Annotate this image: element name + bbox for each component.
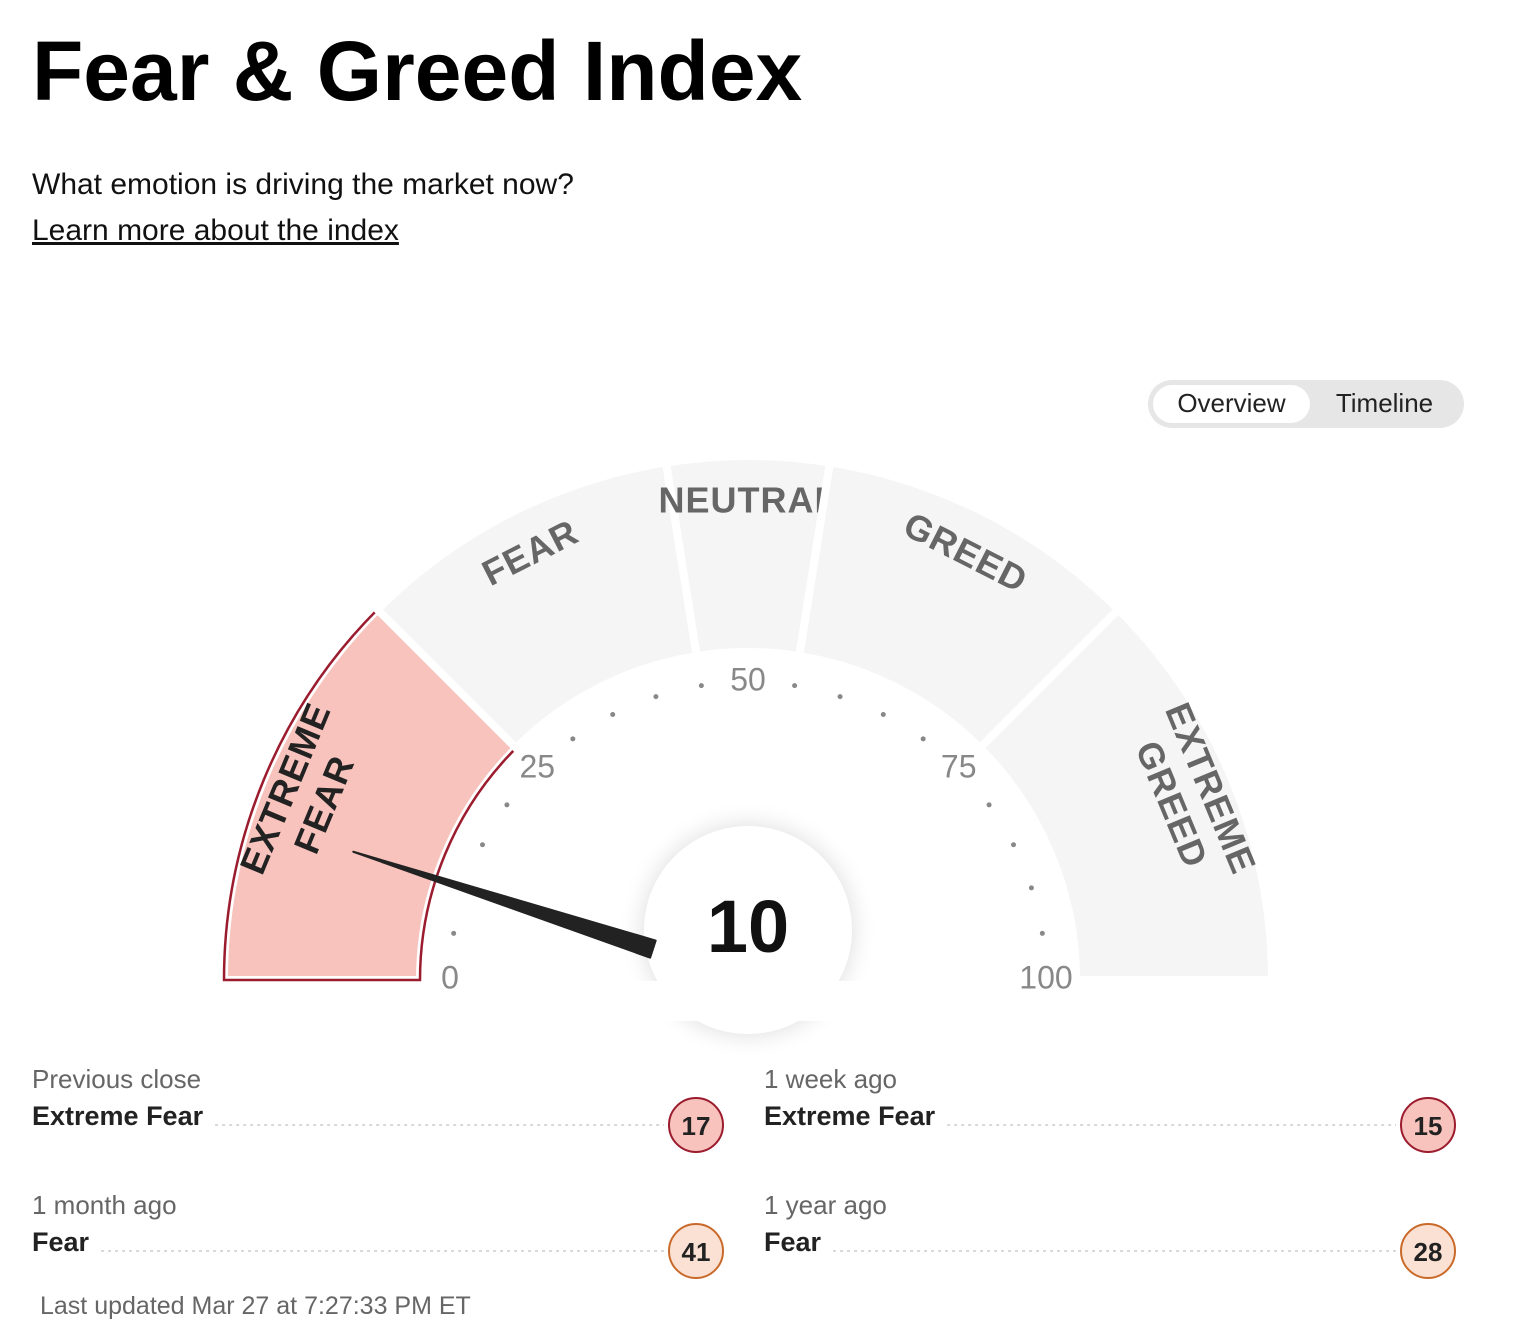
minor-tick: [698, 683, 704, 689]
minor-tick: [610, 711, 616, 717]
history-value: 15: [1414, 1111, 1443, 1141]
history-badge: [1400, 1223, 1456, 1279]
history-label: Previous close: [32, 1064, 201, 1094]
minor-tick: [570, 736, 576, 742]
history-rating: Fear: [32, 1227, 90, 1257]
history-badge: [668, 1223, 724, 1279]
minor-tick: [792, 683, 798, 689]
gauge-band: [974, 603, 1277, 984]
history-rating: Fear: [764, 1227, 822, 1257]
tick-label: 50: [730, 661, 766, 697]
history-label: 1 week ago: [764, 1064, 897, 1094]
minor-tick: [1039, 930, 1045, 936]
history-label: 1 month ago: [32, 1190, 177, 1220]
tab[interactable]: Timeline: [1336, 388, 1433, 418]
history-badge: [1400, 1097, 1456, 1153]
tick-label: 75: [941, 749, 977, 785]
history-rating: Extreme Fear: [764, 1101, 936, 1131]
minor-tick: [451, 930, 457, 936]
minor-tick: [986, 802, 992, 808]
tick-label: 0: [441, 959, 459, 995]
minor-tick: [1011, 842, 1017, 848]
history-value: 41: [682, 1237, 711, 1267]
minor-tick: [479, 842, 485, 848]
history-badge: [668, 1097, 724, 1153]
minor-tick: [837, 694, 843, 700]
minor-tick: [920, 736, 926, 742]
learn-more-link[interactable]: Learn more about the index: [32, 214, 399, 247]
needle: [352, 850, 657, 959]
history-label: 1 year ago: [764, 1190, 887, 1220]
history-rating: Extreme Fear: [32, 1101, 204, 1131]
tab-active-bg: [1153, 385, 1310, 423]
center-base: [608, 981, 888, 1021]
minor-tick: [653, 694, 659, 700]
last-updated: Last updated Mar 27 at 7:27:33 PM ET: [40, 1292, 471, 1320]
history-value: 17: [682, 1111, 711, 1141]
tab[interactable]: Overview: [1177, 388, 1286, 418]
minor-tick: [880, 711, 886, 717]
tick-label: 100: [1019, 959, 1072, 995]
tick-label: 25: [519, 749, 555, 785]
band-label: NEUTRAL: [659, 480, 838, 521]
subtitle: What emotion is driving the market now?: [32, 168, 574, 201]
history-value: 28: [1414, 1237, 1443, 1267]
minor-tick: [504, 802, 510, 808]
minor-tick: [1028, 885, 1034, 891]
index-value: 10: [707, 885, 789, 968]
page-title: Fear & Greed Index: [32, 24, 803, 118]
